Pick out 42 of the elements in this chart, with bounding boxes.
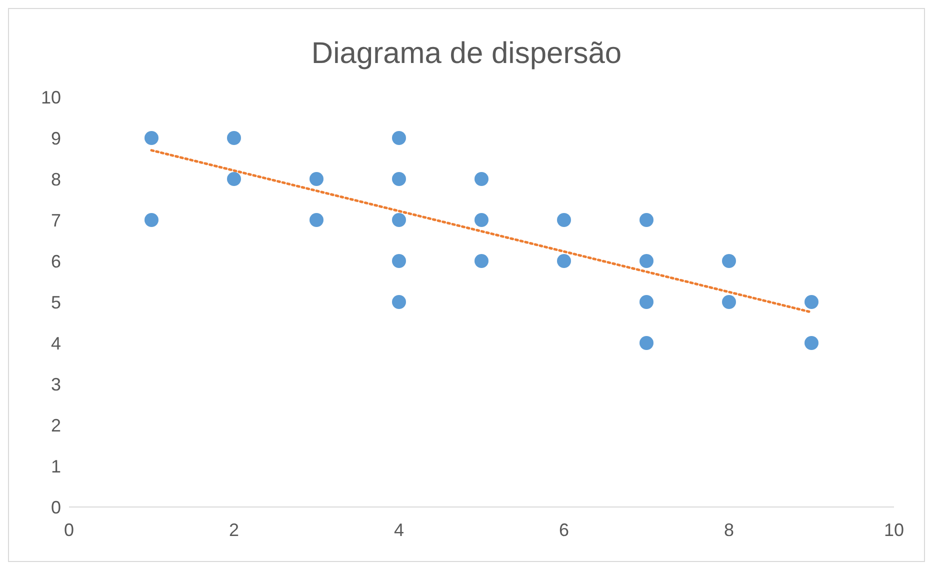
point [227, 131, 241, 145]
x-tick-label: 8 [724, 520, 734, 540]
point [392, 131, 406, 145]
point [640, 213, 654, 227]
point [557, 254, 571, 268]
y-tick-label: 8 [50, 169, 61, 190]
y-tick-label: 5 [50, 292, 61, 312]
y-tick-label: 7 [50, 210, 61, 230]
point [474, 213, 488, 227]
point [392, 172, 406, 186]
point [144, 131, 158, 145]
point [310, 172, 324, 186]
point [310, 213, 324, 227]
y-tick-label: 1 [50, 456, 61, 476]
y-tick-label: 0 [50, 497, 61, 518]
y-tick-label: 4 [50, 333, 61, 354]
y-tick-label: 3 [50, 374, 61, 394]
x-tick-label: 6 [558, 520, 570, 540]
y-tick-label: 10 [40, 87, 61, 108]
point [474, 172, 488, 186]
x-tick-label: 4 [394, 520, 404, 540]
point [392, 295, 406, 309]
point [722, 254, 736, 268]
x-tick-label: 2 [228, 520, 240, 540]
x-tick-label: 10 [884, 520, 904, 540]
point [392, 254, 406, 268]
point [640, 295, 654, 309]
x-tick-label: 0 [64, 520, 74, 540]
point [474, 254, 488, 268]
y-tick-label: 2 [50, 415, 61, 436]
point [227, 172, 241, 186]
chart-title: Diagrama de dispersão [310, 36, 623, 72]
point [557, 213, 571, 227]
point [722, 295, 736, 309]
point [640, 254, 654, 268]
y-tick-label: 6 [50, 251, 61, 272]
point [640, 336, 654, 350]
point [392, 213, 406, 227]
point [804, 295, 818, 309]
point [804, 336, 818, 350]
point [144, 213, 158, 227]
y-tick-label: 9 [50, 128, 61, 148]
